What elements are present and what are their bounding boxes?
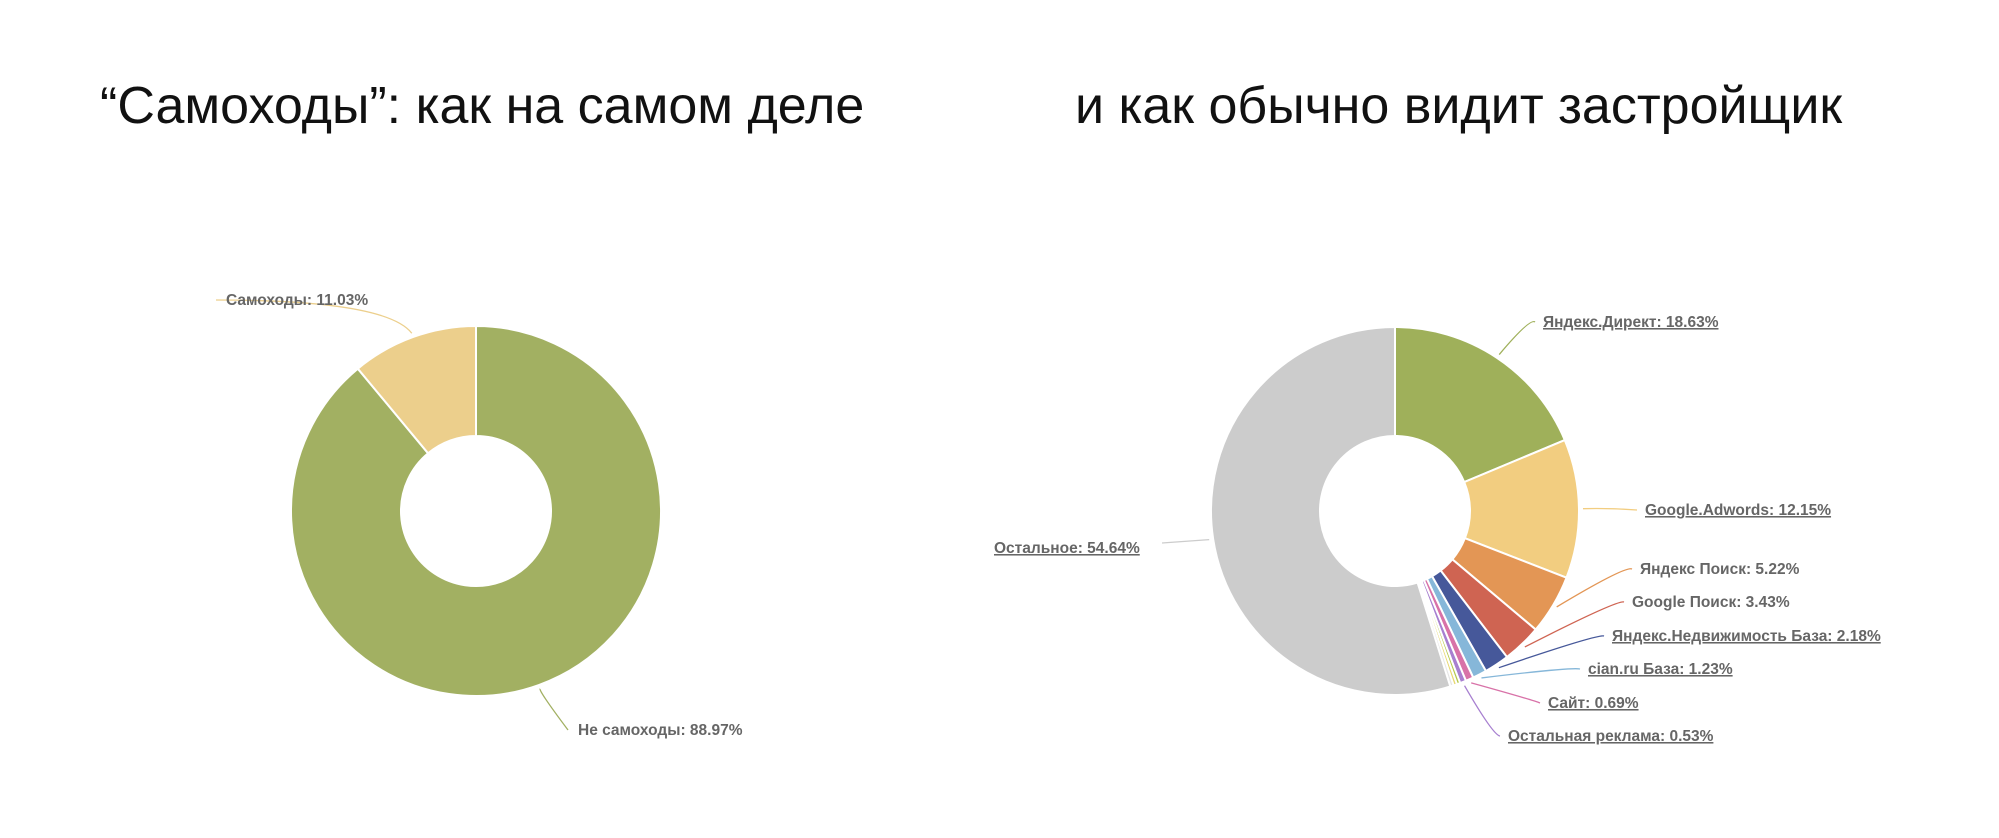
label-ne-samokhody: Не самоходы: 88.97%	[578, 722, 743, 739]
slice-yandex-direct[interactable]	[1394, 325, 1567, 484]
slice-google-adwords[interactable]	[1462, 438, 1580, 579]
label-sait: Сайт: 0.69%	[1548, 695, 1639, 712]
leader-line-google-adwords	[1582, 507, 1638, 511]
right-chart-title: и как обычно видит застройщик	[1075, 77, 1843, 135]
leader-line-yandex-nedvizhimost-baza	[1498, 635, 1605, 669]
left-chart-title: “Самоходы”: как на самом деле	[100, 77, 865, 135]
label-yandex-direct: Яндекс.Директ: 18.63%	[1543, 314, 1719, 331]
label-ostalnoe: Остальное: 54.64%	[994, 540, 1140, 557]
slice-ne-samokhody[interactable]	[290, 324, 662, 697]
leader-line-google-poisk	[1524, 601, 1625, 648]
label-ostalnaya-reklama: Остальная реклама: 0.53%	[1508, 728, 1714, 745]
label-google-poisk: Google Поиск: 3.43%	[1632, 594, 1790, 611]
leader-line-cian-baza	[1481, 668, 1581, 679]
slice-ostalnoe[interactable]	[1210, 325, 1452, 696]
leader-line-ostalnaya-reklama	[1463, 685, 1501, 737]
leader-line-yandex-poisk	[1556, 568, 1633, 608]
leader-line-ne-samokhody	[539, 688, 569, 731]
leader-line-ostalnoe	[1161, 538, 1210, 544]
left-donut-chart: Не самоходы: 88.97% Самоходы: 11.03%	[215, 292, 743, 739]
label-yandex-nedvizhimost-baza: Яндекс.Недвижимость База: 2.18%	[1612, 628, 1881, 645]
leader-line-sait	[1471, 682, 1541, 704]
label-samokhody: Самоходы: 11.03%	[226, 292, 368, 309]
slice-samokhody[interactable]	[356, 324, 477, 455]
label-cian-baza: cian.ru База: 1.23%	[1588, 661, 1733, 678]
label-google-adwords: Google.Adwords: 12.15%	[1645, 502, 1831, 519]
leader-line-samokhody	[215, 299, 413, 334]
right-donut-chart: Яндекс.Директ: 18.63% Google.Adwords: 12.…	[994, 314, 1881, 745]
leader-line-yandex-direct	[1498, 320, 1536, 355]
label-yandex-poisk: Яндекс Поиск: 5.22%	[1640, 561, 1800, 578]
